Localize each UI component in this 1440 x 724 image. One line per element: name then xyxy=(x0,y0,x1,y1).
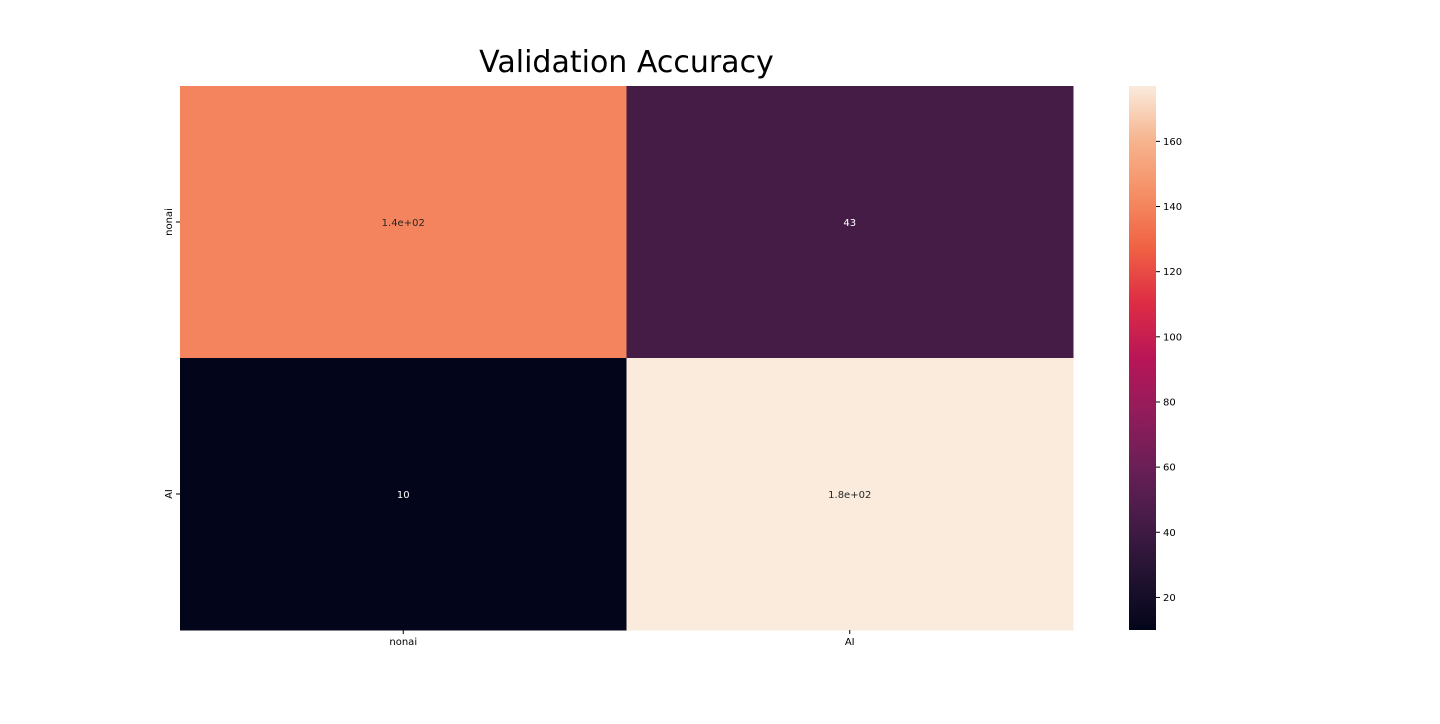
cell-annotation: 1.8e+02 xyxy=(828,490,871,501)
colorbar-tick-label: 140 xyxy=(1163,202,1182,213)
heatmap-cell-nonai-AI xyxy=(626,86,1074,359)
y-tick-label: nonai xyxy=(164,208,175,236)
colorbar-tick-label: 20 xyxy=(1163,593,1176,604)
colorbar-tick-label: 80 xyxy=(1163,397,1176,408)
x-tick-label: AI xyxy=(845,637,855,648)
cell-annotation: 43 xyxy=(843,218,856,229)
colorbar-tick-label: 40 xyxy=(1163,528,1176,539)
y-tick-label: AI xyxy=(164,489,175,499)
heatmap-cell-AI-AI xyxy=(626,358,1074,631)
colorbar xyxy=(1129,86,1156,630)
colorbar-tick-label: 60 xyxy=(1163,463,1176,474)
cell-annotation: 1.4e+02 xyxy=(382,218,425,229)
chart-title: Validation Accuracy xyxy=(479,45,774,80)
colorbar-tick-label: 120 xyxy=(1163,267,1182,278)
colorbar-tick-label: 100 xyxy=(1163,332,1182,343)
heatmap-cell-AI-nonai xyxy=(180,358,627,631)
cell-annotation: 10 xyxy=(397,490,410,501)
heatmap-cell-nonai-nonai xyxy=(180,86,627,359)
colorbar-tick-label: 160 xyxy=(1163,137,1182,148)
x-tick-label: nonai xyxy=(389,637,417,648)
